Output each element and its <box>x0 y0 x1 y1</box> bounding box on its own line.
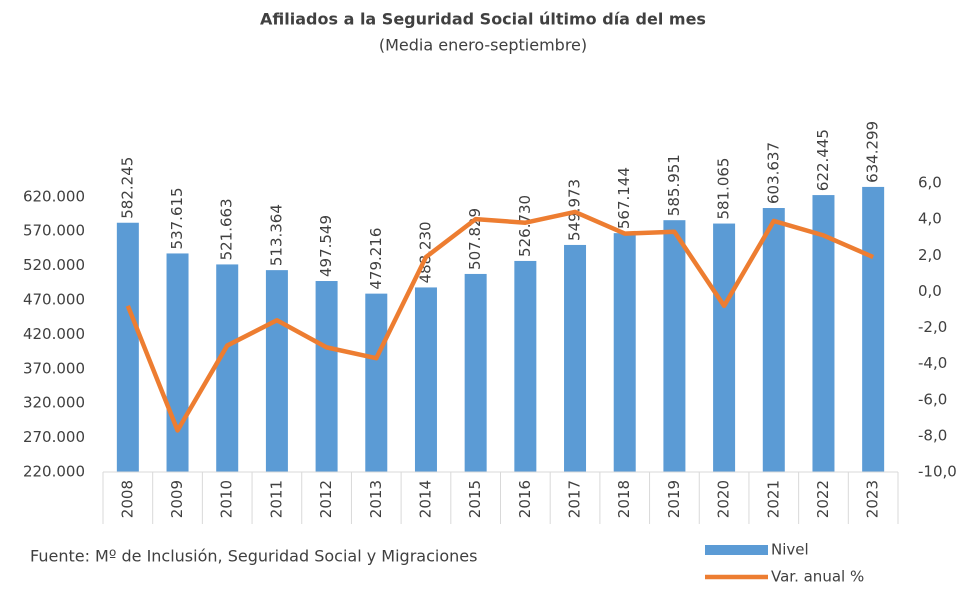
data-label: 582.245 <box>118 157 136 219</box>
y-tick-label: 570.000 <box>23 222 85 240</box>
bar <box>464 273 487 472</box>
y-tick-label: 470.000 <box>23 290 85 308</box>
x-tick-label: 2021 <box>764 480 782 518</box>
data-label: 567.144 <box>615 167 633 229</box>
data-label: 581.065 <box>715 158 733 220</box>
legend-label: Nivel <box>771 541 809 559</box>
data-label: 603.637 <box>764 142 782 204</box>
bar <box>613 233 636 472</box>
y2-tick-label: -8,0 <box>918 426 947 444</box>
y-tick-label: 370.000 <box>23 359 85 377</box>
bar <box>365 293 388 472</box>
x-tick-label: 2011 <box>267 480 285 518</box>
y2-tick-label: 4,0 <box>918 210 942 228</box>
bar <box>414 287 437 472</box>
bar <box>265 270 288 472</box>
chart-subtitle: (Media enero-septiembre) <box>379 36 587 55</box>
y-tick-label: 320.000 <box>23 394 85 412</box>
y2-tick-label: 2,0 <box>918 246 942 264</box>
x-tick-label: 2020 <box>715 480 733 518</box>
y2-tick-label: 6,0 <box>918 174 942 192</box>
data-label: 526.730 <box>516 195 534 257</box>
y-tick-label: 420.000 <box>23 325 85 343</box>
x-tick-label: 2017 <box>566 480 584 518</box>
data-label: 634.299 <box>864 121 882 183</box>
y2-tick-label: 0,0 <box>918 282 942 300</box>
source-note: Fuente: Mº de Inclusión, Seguridad Socia… <box>30 547 477 566</box>
x-tick-label: 2008 <box>118 480 136 518</box>
data-label: 622.445 <box>814 129 832 191</box>
bar <box>315 281 338 472</box>
line-series <box>125 209 875 433</box>
x-tick-label: 2023 <box>864 480 882 518</box>
y-tick-label: 620.000 <box>23 187 85 205</box>
bar <box>812 195 835 472</box>
bar <box>862 186 885 472</box>
y2-tick-label: -6,0 <box>918 390 947 408</box>
x-tick-label: 2009 <box>168 480 186 518</box>
bar <box>663 220 686 472</box>
data-label: 521.663 <box>218 198 236 260</box>
data-label: 479.216 <box>367 228 385 290</box>
data-label: 497.549 <box>317 215 335 277</box>
x-tick-label: 2016 <box>516 480 534 518</box>
data-label: 513.364 <box>267 204 285 266</box>
x-tick-label: 2015 <box>466 480 484 518</box>
y-tick-label: 520.000 <box>23 256 85 274</box>
bar <box>762 208 785 472</box>
y2-tick-label: -4,0 <box>918 354 947 372</box>
x-tick-label: 2018 <box>615 480 633 518</box>
x-tick-label: 2022 <box>814 480 832 518</box>
x-tick-label: 2013 <box>367 480 385 518</box>
x-tick-label: 2019 <box>665 480 683 518</box>
y-tick-label: 220.000 <box>23 463 85 481</box>
bar <box>564 244 587 472</box>
data-label: 585.951 <box>665 154 683 216</box>
x-tick-label: 2012 <box>317 480 335 518</box>
bar <box>514 260 537 472</box>
y2-tick-label: -2,0 <box>918 318 947 336</box>
y2-tick-label: -10,0 <box>918 463 957 481</box>
legend-swatch <box>705 545 768 555</box>
data-label: 537.615 <box>168 187 186 249</box>
x-tick-label: 2010 <box>218 480 236 518</box>
bar <box>713 223 736 472</box>
chart-title: Afiliados a la Seguridad Social último d… <box>260 10 706 29</box>
y-tick-label: 270.000 <box>23 428 85 446</box>
legend-label: Var. anual % <box>771 568 864 586</box>
x-tick-label: 2014 <box>416 480 434 518</box>
bar <box>116 222 139 472</box>
bar <box>166 253 189 472</box>
bar <box>216 264 239 472</box>
